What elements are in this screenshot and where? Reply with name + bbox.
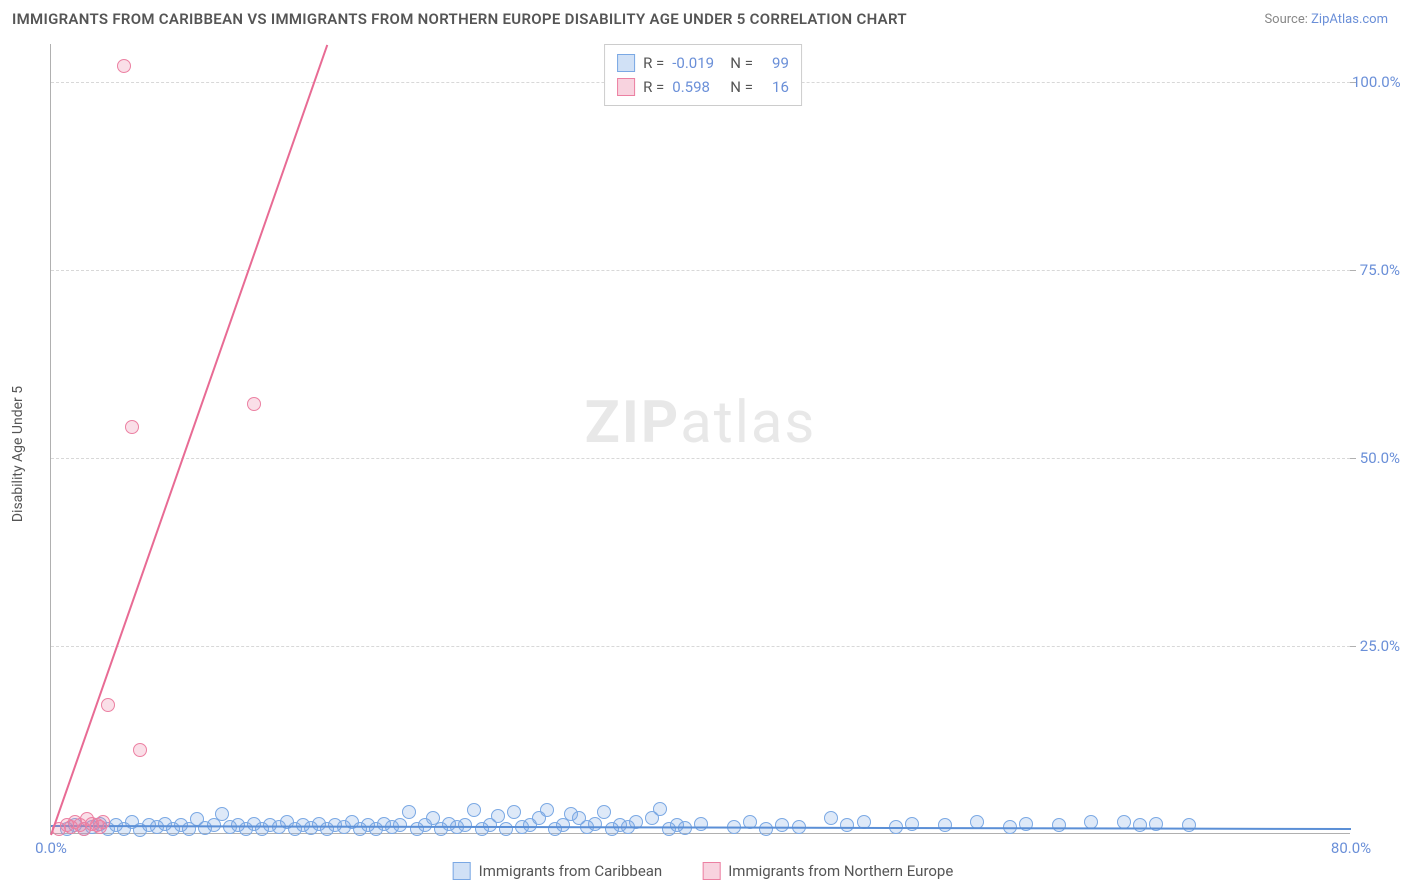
- y-axis-label: Disability Age Under 5: [10, 386, 26, 522]
- data-point: [1133, 818, 1147, 832]
- legend-swatch: [617, 54, 635, 72]
- data-point: [507, 805, 521, 819]
- legend-item: Immigrants from Northern Europe: [702, 862, 953, 880]
- data-point: [133, 743, 147, 757]
- legend-swatch: [702, 862, 720, 880]
- n-value: 16: [761, 75, 789, 99]
- data-point: [824, 811, 838, 825]
- legend-row: R = 0.598 N = 16: [617, 75, 789, 99]
- data-point: [775, 818, 789, 832]
- data-point: [215, 807, 229, 821]
- data-point: [938, 818, 952, 832]
- data-point: [1182, 818, 1196, 832]
- source-link[interactable]: ZipAtlas.com: [1311, 12, 1388, 27]
- data-point: [653, 802, 667, 816]
- data-point: [125, 420, 139, 434]
- legend-row: R = -0.019 N = 99: [617, 51, 789, 75]
- data-point: [117, 59, 131, 73]
- source-label: Source:: [1264, 12, 1307, 27]
- chart-title: IMMIGRANTS FROM CARIBBEAN VS IMMIGRANTS …: [12, 10, 907, 28]
- data-point: [588, 817, 602, 831]
- r-label: R =: [643, 75, 664, 99]
- data-point: [96, 815, 110, 829]
- ytick-label: 75.0%: [1352, 261, 1400, 279]
- n-value: 99: [761, 51, 789, 75]
- data-point: [247, 397, 261, 411]
- xtick-label: 0.0%: [35, 839, 67, 857]
- data-point: [1052, 818, 1066, 832]
- legend-series: Immigrants from Caribbean Immigrants from…: [453, 862, 954, 880]
- watermark: ZIPatlas: [585, 389, 817, 457]
- data-point: [402, 805, 416, 819]
- legend-item: Immigrants from Caribbean: [453, 862, 663, 880]
- n-label: N =: [730, 51, 753, 75]
- data-point: [694, 817, 708, 831]
- trend-line: [50, 45, 328, 836]
- gridline: [51, 646, 1350, 647]
- legend-label: Immigrants from Northern Europe: [728, 862, 953, 880]
- ytick-label: 100.0%: [1352, 73, 1400, 91]
- legend-swatch: [453, 862, 471, 880]
- gridline: [51, 458, 1350, 459]
- ytick-label: 50.0%: [1352, 449, 1400, 467]
- data-point: [467, 803, 481, 817]
- legend-swatch: [617, 78, 635, 96]
- watermark-rest: atlas: [680, 389, 816, 457]
- data-point: [840, 818, 854, 832]
- ytick-label: 25.0%: [1352, 637, 1400, 655]
- data-point: [491, 809, 505, 823]
- data-point: [540, 803, 554, 817]
- r-value: -0.019: [672, 51, 722, 75]
- r-value: 0.598: [672, 75, 722, 99]
- data-point: [499, 822, 513, 836]
- legend-correlation: R = -0.019 N = 99 R = 0.598 N = 16: [604, 44, 802, 106]
- watermark-bold: ZIP: [585, 389, 681, 457]
- plot-area: ZIPatlas 25.0%50.0%75.0%100.0%0.0%80.0%: [50, 44, 1350, 834]
- n-label: N =: [730, 75, 753, 99]
- r-label: R =: [643, 51, 664, 75]
- data-point: [597, 805, 611, 819]
- source-attribution: Source: ZipAtlas.com: [1264, 12, 1388, 27]
- data-point: [101, 698, 115, 712]
- gridline: [51, 270, 1350, 271]
- xtick-label: 80.0%: [1331, 839, 1371, 857]
- legend-label: Immigrants from Caribbean: [479, 862, 663, 880]
